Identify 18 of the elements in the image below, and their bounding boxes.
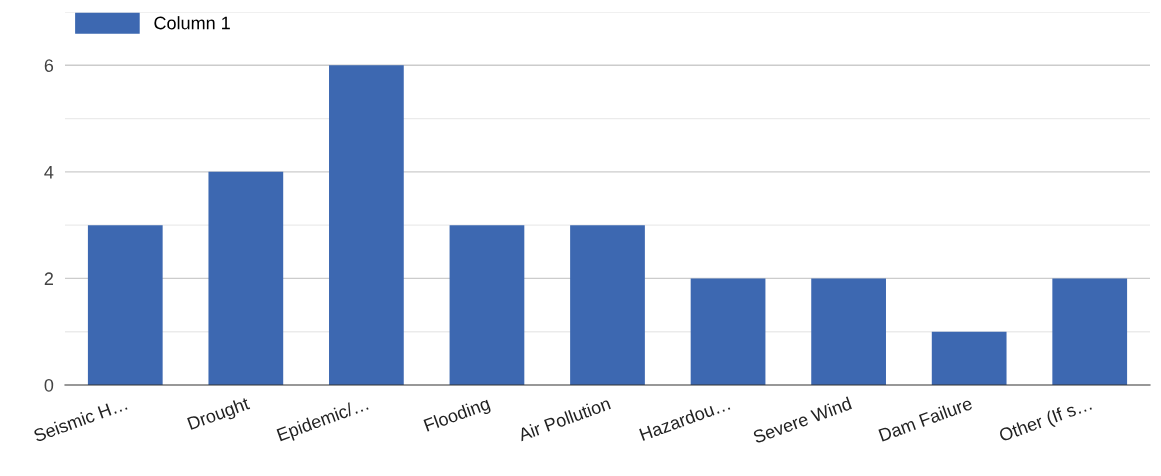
legend-label: Column 1	[154, 16, 230, 30]
bar	[931, 331, 1007, 385]
bar	[87, 225, 163, 385]
x-tick-label: Other (If s…	[998, 396, 1094, 446]
x-tick-label: Dam Failure	[878, 396, 973, 442]
bar	[1052, 278, 1128, 385]
y-tick-label: 6	[44, 59, 54, 73]
bar	[570, 225, 645, 385]
bar	[449, 225, 525, 385]
bar	[208, 171, 284, 385]
y-tick-label: 4	[44, 165, 54, 179]
x-tick-label: Severe Wind	[752, 396, 853, 444]
y-tick-label: 0	[44, 378, 54, 392]
bar	[690, 278, 766, 385]
y-tick-label: 2	[44, 272, 53, 285]
bar	[329, 65, 404, 385]
x-tick-label: Seismic H…	[32, 396, 128, 443]
bar	[811, 278, 886, 385]
